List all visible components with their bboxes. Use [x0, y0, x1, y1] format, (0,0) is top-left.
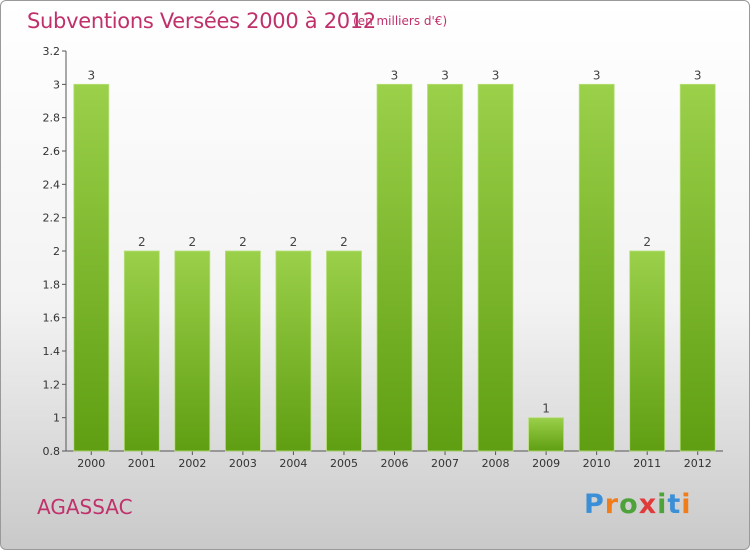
logo-letter: t: [667, 489, 682, 520]
x-tick-label: 2012: [684, 457, 712, 470]
x-tick-label: 2008: [482, 457, 510, 470]
bar-2000: [73, 83, 110, 452]
chart-title: Subventions Versées 2000 à 2012: [27, 9, 376, 33]
data-label: 2: [239, 235, 247, 249]
logo-letter: x: [638, 489, 658, 520]
x-tick-label: 2002: [178, 457, 206, 470]
y-tick-label: 2.4: [43, 178, 61, 191]
bar-2008: [477, 83, 514, 452]
data-label: 3: [694, 68, 702, 82]
logo-letter: o: [619, 489, 639, 520]
data-label: 1: [542, 402, 550, 416]
bar-2010: [578, 83, 615, 452]
y-tick-label: 0.8: [43, 445, 61, 458]
y-tick-label: 1.8: [43, 278, 61, 291]
x-tick-label: 2001: [128, 457, 156, 470]
data-label: 2: [340, 235, 348, 249]
x-tick-label: 2005: [330, 457, 358, 470]
x-tick-label: 2000: [77, 457, 105, 470]
logo-letter: i: [681, 489, 692, 520]
bar-2007: [427, 83, 463, 452]
data-label: 2: [643, 235, 651, 249]
y-tick-label: 1.2: [43, 378, 61, 391]
y-tick-label: 2: [53, 245, 60, 258]
data-label: 3: [492, 68, 500, 82]
data-label: 3: [593, 68, 601, 82]
bar-2001: [123, 250, 160, 452]
data-label: 2: [290, 235, 298, 249]
bar-2002: [174, 250, 211, 452]
logo-letter: P: [584, 489, 605, 520]
bar-2006: [376, 83, 413, 452]
y-tick-label: 3.2: [43, 45, 61, 58]
y-tick-label: 2.6: [43, 145, 61, 158]
y-tick-label: 1: [53, 412, 60, 425]
data-label: 2: [138, 235, 146, 249]
x-tick-label: 2010: [583, 457, 611, 470]
y-tick-label: 3: [53, 78, 60, 91]
x-tick-label: 2011: [633, 457, 661, 470]
x-tick-label: 2006: [381, 457, 409, 470]
x-tick-label: 2009: [532, 457, 560, 470]
y-tick-label: 2.2: [43, 212, 61, 225]
bar-2004: [275, 250, 312, 452]
x-tick-label: 2004: [279, 457, 307, 470]
logo-letter: r: [604, 489, 620, 520]
proxiti-logo: Proxiti: [584, 489, 692, 520]
bar-2011: [629, 250, 666, 452]
y-tick-label: 1.6: [43, 312, 61, 325]
data-label: 3: [87, 68, 95, 82]
data-label: 3: [391, 68, 399, 82]
data-label: 2: [189, 235, 197, 249]
bar-2012: [679, 83, 716, 452]
bars: [73, 83, 716, 452]
bar-2005: [326, 250, 362, 452]
labels: 2000 3 2001 2 2002 2 2003 2 2004 2 2005 2 2006 3 2007 3…: [77, 68, 711, 470]
bar-2009: [528, 417, 564, 452]
bar-2003: [224, 250, 261, 452]
y-tick-label: 1.4: [43, 345, 61, 358]
commune-name: AGASSAC: [37, 495, 133, 519]
x-tick-label: 2007: [431, 457, 459, 470]
chart-unit: (en milliers d'€): [353, 14, 448, 28]
logo-letter: i: [657, 489, 668, 520]
x-tick-label: 2003: [229, 457, 257, 470]
data-label: 3: [441, 68, 449, 82]
y-tick-label: 2.8: [43, 112, 61, 125]
